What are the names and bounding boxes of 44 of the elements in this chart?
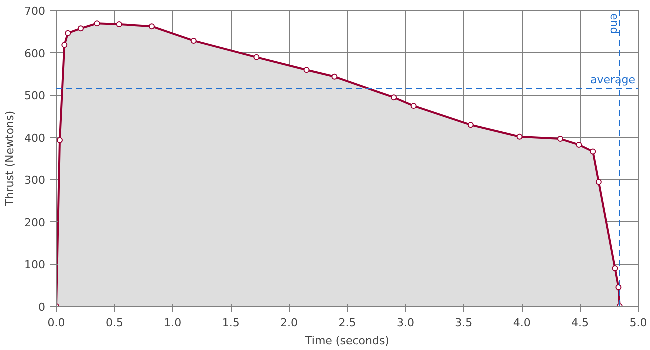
y-tick-label: 300 bbox=[24, 174, 46, 188]
x-tick-label: 0.0 bbox=[48, 316, 66, 330]
point bbox=[468, 122, 474, 128]
point bbox=[516, 134, 523, 140]
point bbox=[558, 136, 564, 142]
ref-line-label: end bbox=[608, 14, 621, 34]
point bbox=[116, 21, 122, 28]
point bbox=[410, 103, 417, 110]
ref-line-label: average bbox=[590, 74, 636, 87]
point bbox=[576, 142, 582, 148]
y-axis-title: Thrust (Newtons) bbox=[4, 110, 17, 208]
point bbox=[391, 94, 398, 101]
x-tick-label: 2.5 bbox=[338, 316, 356, 330]
y-tick-label: 700 bbox=[24, 5, 46, 18]
x-tick-label: 3.5 bbox=[455, 316, 473, 330]
x-tick-label: 1.5 bbox=[222, 316, 240, 330]
x-tick-label: 4.5 bbox=[572, 316, 590, 330]
point bbox=[304, 67, 310, 74]
y-tick-label: 500 bbox=[24, 90, 46, 103]
x-tick-label: 2.0 bbox=[280, 316, 298, 330]
x-tick-label: 1.0 bbox=[164, 316, 182, 330]
y-tick-label: 400 bbox=[24, 132, 46, 145]
x-tick-label: 4.0 bbox=[513, 316, 531, 330]
y-tick-label: 100 bbox=[24, 258, 46, 272]
point bbox=[590, 148, 596, 155]
point bbox=[94, 20, 100, 27]
x-tick-label: 3.0 bbox=[396, 316, 414, 330]
point bbox=[56, 137, 63, 144]
point bbox=[612, 265, 618, 272]
y-tick-label: 200 bbox=[24, 216, 46, 230]
y-tick-label: 0 bbox=[38, 301, 46, 314]
point bbox=[62, 42, 68, 48]
x-tick-label: 0.5 bbox=[106, 316, 124, 330]
y-tick-label: 600 bbox=[24, 47, 46, 60]
point bbox=[148, 24, 155, 30]
point bbox=[616, 284, 622, 290]
point bbox=[332, 74, 338, 80]
point bbox=[78, 26, 84, 32]
point bbox=[254, 54, 260, 60]
point bbox=[190, 38, 197, 44]
point bbox=[65, 30, 72, 36]
point bbox=[596, 179, 602, 186]
x-tick-label: 5.0 bbox=[630, 316, 648, 330]
x-axis-title: Time (seconds) bbox=[304, 334, 390, 348]
